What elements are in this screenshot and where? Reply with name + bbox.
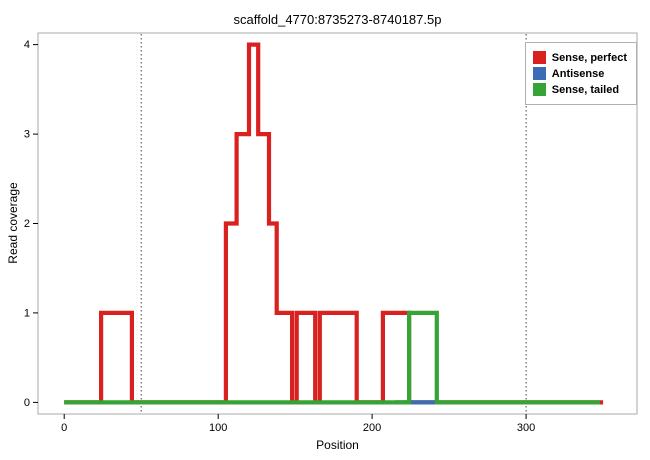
x-axis-label: Position <box>316 438 359 452</box>
legend-item: Antisense <box>532 67 627 80</box>
y-tick-label: 0 <box>24 397 30 409</box>
legend-label: Antisense <box>551 67 605 80</box>
legend-item: Sense, perfect <box>532 51 627 64</box>
chart-title: scaffold_4770:8735273-8740187.5p <box>233 12 442 27</box>
legend-swatch <box>532 83 546 96</box>
x-tick-label: 0 <box>61 422 67 434</box>
y-tick-label: 4 <box>24 39 30 51</box>
series-line-sense-tailed <box>64 310 600 405</box>
legend-swatch <box>532 51 546 64</box>
legend-swatch <box>532 67 546 80</box>
x-tick-label: 300 <box>517 422 535 434</box>
legend-label: Sense, tailed <box>551 83 620 96</box>
y-tick-label: 3 <box>24 129 30 141</box>
legend-item: Sense, tailed <box>532 83 627 96</box>
legend: Sense, perfect Antisense Sense, tailed <box>524 42 637 105</box>
legend-label: Sense, perfect <box>551 51 627 64</box>
x-tick-label: 100 <box>209 422 227 434</box>
x-tick-label: 200 <box>363 422 381 434</box>
y-axis-label: Read coverage <box>6 182 20 264</box>
y-tick-label: 1 <box>24 308 30 320</box>
series-line-sense-perfect <box>64 42 604 405</box>
y-tick-label: 2 <box>24 218 30 230</box>
